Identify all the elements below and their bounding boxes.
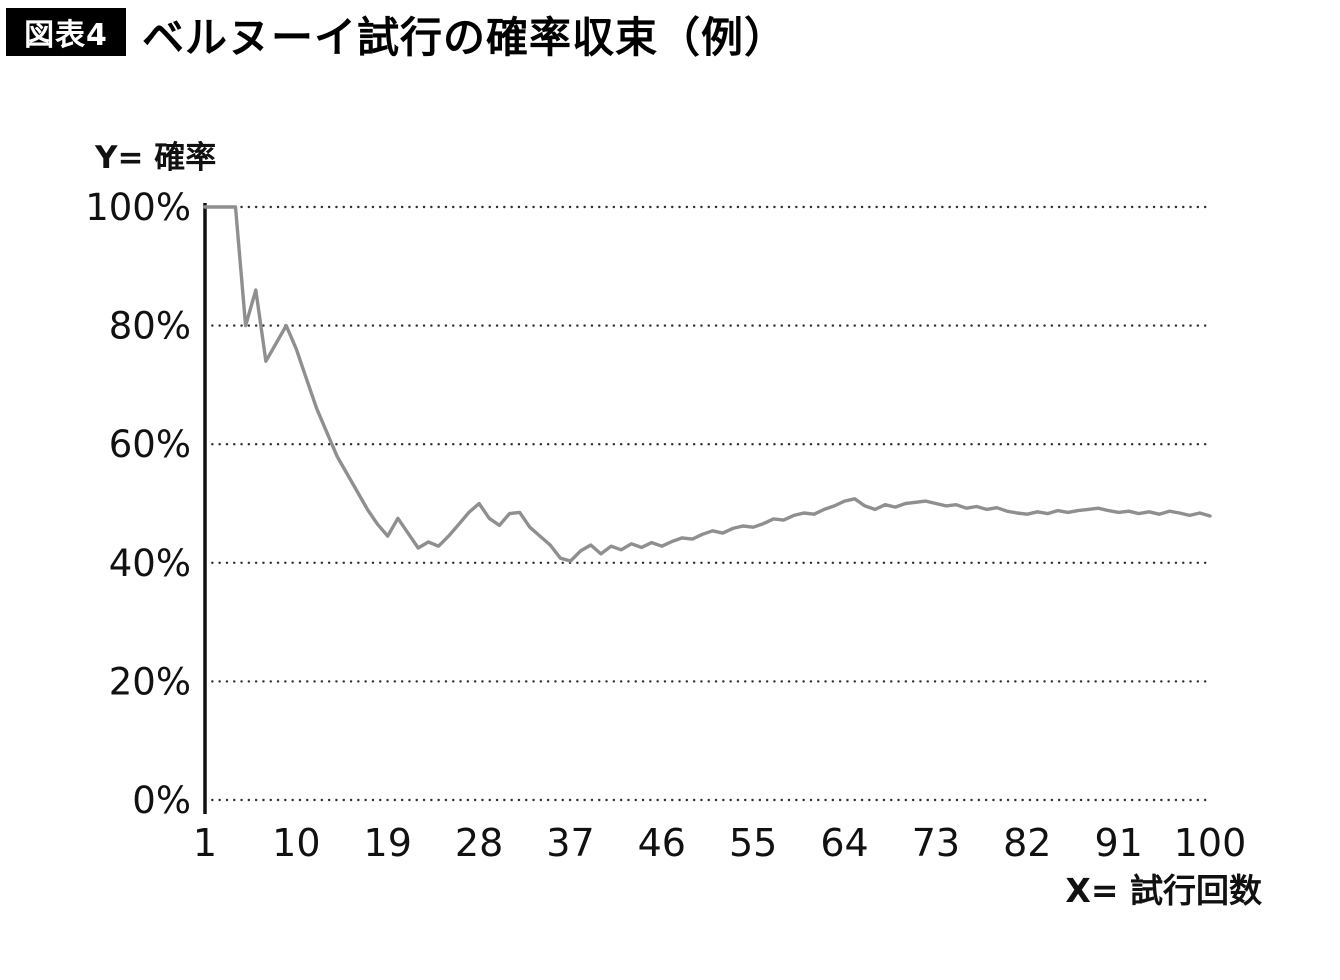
- y-tick-label: 80%: [109, 305, 191, 348]
- figure-badge: 図表4: [6, 8, 126, 56]
- y-tick-label: 60%: [109, 423, 191, 466]
- x-tick-label: 46: [638, 821, 686, 865]
- y-axis-label: Y= 確率: [95, 140, 217, 176]
- figure-title: ベルヌーイ試行の確率収束（例）: [142, 13, 788, 62]
- x-axis-label: X= 試行回数: [1065, 871, 1262, 910]
- x-tick-label: 100: [1174, 821, 1247, 865]
- y-tick-label: 20%: [109, 660, 191, 703]
- y-tick-label: 100%: [85, 186, 191, 229]
- probability-line: [203, 205, 1212, 563]
- figure-header: 図表4 ベルヌーイ試行の確率収束（例）: [0, 0, 1340, 70]
- x-tick-label: 1: [193, 821, 217, 865]
- y-tick-label: 40%: [109, 542, 191, 585]
- x-tick-label: 37: [546, 821, 594, 865]
- x-tick-label: 64: [820, 821, 868, 865]
- y-tick-label: 0%: [132, 779, 191, 822]
- x-tick-label: 28: [455, 821, 503, 865]
- x-tick-label: 91: [1094, 821, 1142, 865]
- x-tick-label: 73: [912, 821, 960, 865]
- x-tick-label: 10: [272, 821, 320, 865]
- x-tick-label: 82: [1003, 821, 1051, 865]
- x-tick-label: 19: [364, 821, 412, 865]
- x-tick-label: 55: [729, 821, 777, 865]
